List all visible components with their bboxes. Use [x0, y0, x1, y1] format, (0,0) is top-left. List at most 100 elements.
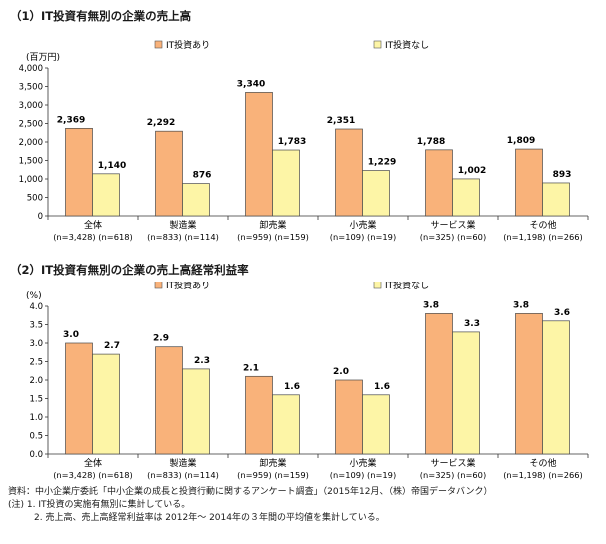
y-tick-label: 2,000 [19, 138, 43, 148]
data-label: 2,369 [57, 115, 85, 125]
y-tick-label: 2.0 [29, 376, 43, 386]
category-label: 製造業 [169, 457, 196, 469]
data-label: 2.7 [104, 341, 120, 351]
data-label: 2.0 [333, 367, 349, 377]
bar [452, 178, 480, 217]
bar [425, 313, 453, 455]
bar [245, 92, 273, 217]
category-note: (n=833) (n=114) [147, 470, 219, 480]
data-label: 2.9 [153, 334, 169, 344]
y-tick-label: 1,500 [19, 157, 43, 167]
category-note: (n=3,428) (n=618) [53, 470, 133, 480]
data-label: 1,809 [507, 136, 535, 146]
bar [515, 313, 543, 455]
y-tick-label: 0 [38, 212, 43, 222]
category-label: その他 [529, 457, 556, 469]
category-note: (n=959) (n=159) [237, 232, 309, 242]
category-label: 全体 [84, 457, 102, 469]
data-label: 2.3 [194, 356, 210, 366]
category-label: その他 [529, 219, 556, 231]
y-axis-label: (百万円) [26, 52, 60, 63]
bar [542, 320, 570, 455]
legend-swatch-2 [373, 282, 382, 289]
category-note: (n=1,198) (n=266) [503, 232, 583, 242]
source-note: 資料：中小企業庁委託「中小企業の成長と投資行動に関するアンケート調査」（2015… [8, 487, 493, 497]
data-label: 2,292 [147, 118, 175, 128]
category-label: 卸売業 [259, 219, 286, 231]
y-tick-label: 4,000 [19, 64, 43, 74]
legend-label-2: IT投資なし [385, 282, 429, 291]
sales-chart: (百万円) IT投資あり IT投資なし 0 500 1,000 1,500 2,000 2,50… [19, 39, 589, 242]
y-tick-label: 3.5 [29, 321, 43, 331]
category-label: 小売業 [349, 457, 376, 469]
profit-margin-chart: (%) IT投資あり IT投資なし 0.0 0.5 1.0 1.5 2.0 2.5 3.0 3.5 4… [26, 282, 589, 480]
legend-label-1: IT投資あり [166, 39, 210, 51]
legend-label-2: IT投資なし [385, 39, 429, 51]
bar [65, 342, 93, 455]
bar [272, 149, 300, 217]
y-tick-label: 0.5 [29, 432, 43, 442]
category-note: (n=1,198) (n=266) [503, 470, 583, 480]
category-label: 製造業 [169, 219, 196, 231]
y-tick-label: 0.0 [29, 450, 43, 460]
category-note: (n=959) (n=159) [237, 470, 309, 480]
data-label: 3.3 [464, 319, 480, 329]
y-tick-label: 4.0 [29, 302, 43, 312]
category-label: サービス業 [430, 219, 475, 231]
category-note: (n=109) (n=19) [330, 232, 396, 242]
legend-swatch-1 [154, 40, 163, 49]
y-tick-label: 2.5 [29, 358, 43, 368]
category-label: 全体 [84, 219, 102, 231]
chart1-title: （1）IT投資有無別の企業の売上高 [10, 9, 192, 23]
data-label: 1.6 [284, 382, 300, 392]
bar [92, 353, 120, 455]
data-label: 1,002 [458, 166, 486, 176]
data-label: 1,783 [278, 137, 306, 147]
data-label: 1,229 [368, 158, 396, 168]
category-note: (n=833) (n=114) [147, 232, 219, 242]
category-note: (n=3,428) (n=618) [53, 232, 133, 242]
y-tick-label: 1.0 [29, 413, 43, 423]
y-tick-label: 3.0 [29, 339, 43, 349]
y-tick-label: 1,000 [19, 175, 43, 185]
data-label: 893 [553, 170, 572, 180]
category-label: 小売業 [349, 219, 376, 231]
bar [65, 127, 93, 217]
category-note: (n=325) (n=60) [420, 232, 486, 242]
notes: 資料：中小企業庁委託「中小企業の成長と投資行動に関するアンケート調査」（2015… [8, 486, 492, 525]
bar [362, 170, 390, 217]
data-label: 1.6 [374, 382, 390, 392]
y-tick-label: 2,500 [19, 120, 43, 130]
bar [92, 173, 120, 217]
note-2: 2. 売上高、売上高経常利益率は 2012年～ 2014年の３年間の平均値を集計… [34, 513, 385, 523]
bar [515, 148, 543, 217]
legend-swatch-2 [373, 40, 382, 49]
bar [335, 128, 363, 217]
y-tick-label: 500 [27, 194, 43, 204]
bar [542, 182, 570, 217]
data-label: 1,788 [417, 137, 445, 147]
bar [452, 331, 480, 455]
data-label: 1,140 [98, 161, 126, 171]
bar [335, 379, 363, 455]
bar [182, 368, 210, 455]
note-1: (注) 1. IT投資の実施有無別に集計している。 [8, 500, 191, 510]
data-label: 3.8 [513, 300, 529, 310]
bar [182, 183, 210, 217]
data-label: 3.0 [63, 330, 79, 340]
bar [155, 130, 183, 217]
bar [425, 149, 453, 217]
data-label: 3.6 [554, 308, 570, 318]
bar [245, 375, 273, 455]
bar [362, 394, 390, 455]
category-label: 卸売業 [259, 457, 286, 469]
category-note: (n=109) (n=19) [330, 470, 396, 480]
data-label: 3,340 [237, 79, 265, 89]
category-label: サービス業 [430, 457, 475, 469]
y-tick-label: 3,000 [19, 101, 43, 111]
legend-label-1: IT投資あり [166, 282, 210, 291]
data-label: 2.1 [243, 363, 259, 373]
data-label: 3.8 [423, 300, 439, 310]
y-tick-label: 3,500 [19, 83, 43, 93]
legend-swatch-1 [154, 282, 163, 289]
